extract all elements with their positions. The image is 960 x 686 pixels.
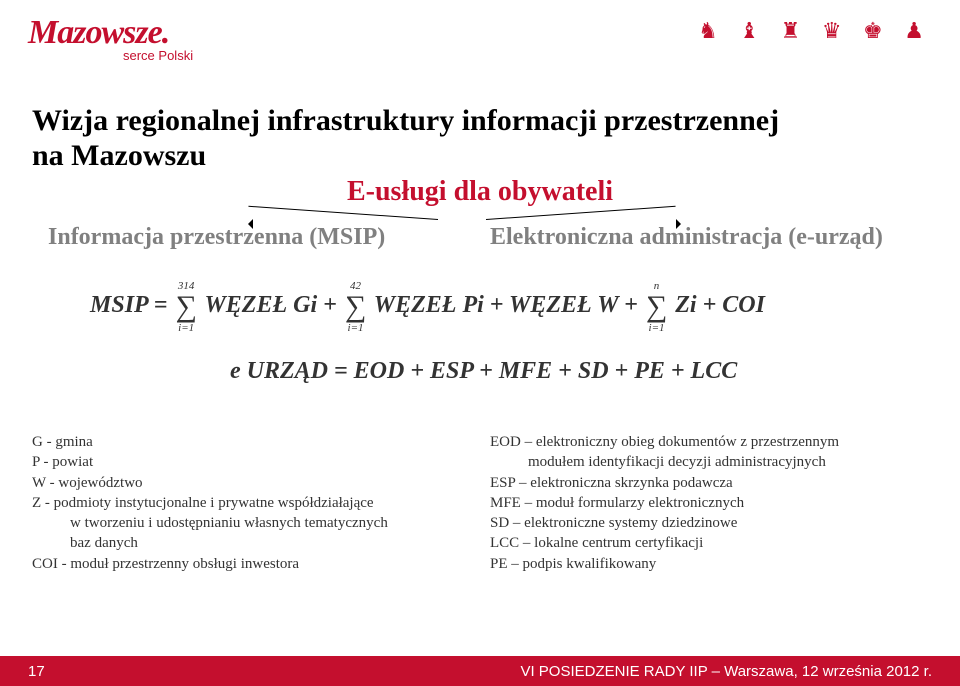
legend-item: MFE – moduł formularzy elektronicznych — [490, 493, 920, 513]
legend-item: P - powiat — [32, 452, 432, 472]
sigma1-bot: i=1 — [178, 322, 194, 334]
legend-item: Z - podmioty instytucjonalne i prywatne … — [32, 493, 432, 513]
header-icons: ♞ ♝ ♜ ♛ ♚ ♟ — [698, 18, 932, 44]
legend-left: G - gmina P - powiat W - województwo Z -… — [32, 432, 432, 574]
subtitle: E-usługi dla obywateli — [0, 176, 960, 208]
formula-eurzad: e URZĄD = EOD + ESP + MFE + SD + PE + LC… — [230, 358, 737, 385]
title-line1: Wizja regionalnej infrastruktury informa… — [32, 104, 779, 137]
legend-right: EOD – elektroniczny obieg dokumentów z p… — [490, 432, 920, 574]
legend-item: LCC – lokalne centrum certyfikacji — [490, 533, 920, 553]
f1-lead: MSIP = — [90, 292, 173, 318]
legend-item: w tworzeniu i udostępnianiu własnych tem… — [32, 513, 432, 533]
title-line2: na Mazowszu — [32, 139, 206, 172]
legend-item: ESP – elektroniczna skrzynka podawcza — [490, 473, 920, 493]
logo-wordmark: Mazowsze. — [28, 14, 193, 52]
page-title: Wizja regionalnej infrastruktury informa… — [32, 104, 779, 173]
legend-item: COI - moduł przestrzenny obsługi inwesto… — [32, 554, 432, 574]
legend-item: G - gmina — [32, 432, 432, 452]
f1-t1: WĘZEŁ Gi + — [204, 292, 342, 318]
sigma3-bot: i=1 — [649, 322, 665, 334]
legend-item: W - województwo — [32, 473, 432, 493]
legend-item: EOD – elektroniczny obieg dokumentów z p… — [490, 432, 920, 452]
sigma2-bot: i=1 — [348, 322, 364, 334]
f1-t2: WĘZEŁ Pi + WĘZEŁ W + — [374, 292, 644, 318]
header-logo: Mazowsze. serce Polski — [28, 14, 193, 63]
footer-text: VI POSIEDZENIE RADY IIP – Warszawa, 12 w… — [520, 663, 932, 680]
branch-left-label: Informacja przestrzenna (MSIP) — [48, 224, 385, 251]
logo-tagline: serce Polski — [123, 48, 193, 63]
branch-right-label: Elektroniczna administracja (e-urząd) — [490, 224, 883, 251]
sigma-icon: ∑ 42 i=1 — [345, 290, 366, 324]
sigma3-top: n — [654, 280, 660, 292]
sigma-icon: ∑ n i=1 — [646, 290, 667, 324]
sigma1-top: 314 — [178, 280, 195, 292]
legend-item: baz danych — [32, 533, 432, 553]
sigma2-top: 42 — [350, 280, 361, 292]
legend-item: modułem identyfikacji decyzji administra… — [490, 452, 920, 472]
footer-bar: 17 VI POSIEDZENIE RADY IIP – Warszawa, 1… — [0, 656, 960, 686]
sigma-icon: ∑ 314 i=1 — [175, 290, 196, 324]
legend-item: SD – elektroniczne systemy dziedzinowe — [490, 513, 920, 533]
f1-t3: Zi + COI — [675, 292, 765, 318]
formula-msip: MSIP = ∑ 314 i=1 WĘZEŁ Gi + ∑ 42 i=1 WĘZ… — [90, 290, 765, 324]
page-number: 17 — [28, 663, 45, 680]
legend-item: PE – podpis kwalifikowany — [490, 554, 920, 574]
